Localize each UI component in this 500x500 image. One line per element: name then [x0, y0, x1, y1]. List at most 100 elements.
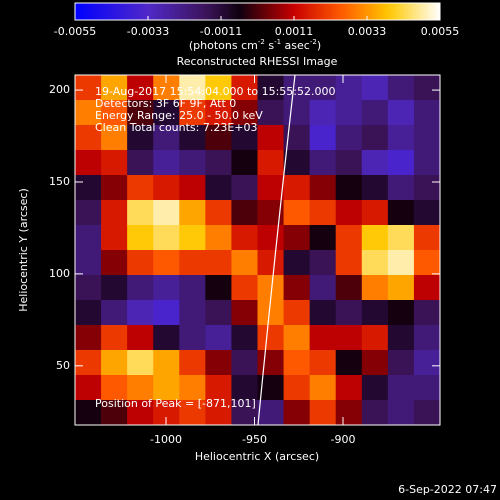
- heatmap-cell: [153, 275, 180, 301]
- heatmap-cell: [387, 75, 415, 101]
- heatmap-cell: [75, 200, 102, 226]
- heatmap-cell: [309, 400, 337, 426]
- heatmap-cell: [153, 250, 180, 276]
- heatmap-cell: [205, 150, 232, 176]
- heatmap-cell: [387, 150, 415, 176]
- heatmap-cell: [101, 300, 128, 326]
- heatmap-cell: [127, 100, 154, 126]
- heatmap-cell: [101, 225, 128, 251]
- heatmap-cell: [361, 225, 389, 251]
- heatmap-cell: [153, 350, 180, 376]
- heatmap-cell: [75, 275, 102, 301]
- heatmap-cell: [179, 350, 206, 376]
- heatmap-cell: [361, 350, 389, 376]
- heatmap-cell: [153, 100, 180, 126]
- heatmap-cell: [335, 300, 363, 326]
- heatmap-cell: [257, 100, 285, 126]
- x-axis-label: Heliocentric X (arcsec): [195, 450, 319, 463]
- heatmap-cell: [127, 150, 154, 176]
- colorbar-tick-label: 0.0011: [275, 25, 314, 38]
- heatmap-cell: [361, 250, 389, 276]
- heatmap-cell: [283, 175, 311, 201]
- annotation: Clean Total counts: 7.23E+03: [95, 121, 258, 134]
- heatmap-cell: [361, 100, 389, 126]
- heatmap-cell: [231, 300, 258, 326]
- heatmap-cell: [127, 175, 154, 201]
- heatmap-cell: [231, 75, 258, 101]
- heatmap-cell: [127, 350, 154, 376]
- heatmap-cell: [335, 175, 363, 201]
- heatmap-cell: [101, 175, 128, 201]
- heatmap-cell: [153, 200, 180, 226]
- heatmap-cell: [231, 350, 258, 376]
- heatmap-cell: [387, 375, 415, 401]
- heatmap-cell: [335, 150, 363, 176]
- chart-title: Reconstructed RHESSI Image: [177, 55, 338, 68]
- heatmap-cell: [205, 400, 232, 426]
- heatmap-cell: [179, 175, 206, 201]
- heatmap-cell: [179, 275, 206, 301]
- heatmap-cell: [179, 325, 206, 351]
- annotation: 19-Aug-2017 15:54:04.000 to 15:55:52.000: [95, 85, 336, 98]
- heatmap-cell: [153, 325, 180, 351]
- heatmap-cell: [361, 150, 389, 176]
- heatmap-cell: [75, 250, 102, 276]
- heatmap-cell: [413, 175, 441, 201]
- heatmap-cell: [205, 75, 232, 101]
- heatmap-cell: [335, 275, 363, 301]
- heatmap-cell: [205, 225, 232, 251]
- colorbar-tick-label: -0.0033: [127, 25, 169, 38]
- heatmap-cell: [179, 200, 206, 226]
- heatmap-cell: [101, 150, 128, 176]
- heatmap-cell: [335, 400, 363, 426]
- y-tick-label: 100: [49, 267, 70, 280]
- heatmap-cell: [387, 400, 415, 426]
- heatmap-cell: [179, 250, 206, 276]
- heatmap-cell: [309, 375, 337, 401]
- heatmap-cell: [257, 325, 285, 351]
- x-tick-label: -900: [331, 433, 356, 446]
- colorbar-tick-label: -0.0055: [54, 25, 96, 38]
- heatmap-cell: [101, 100, 128, 126]
- x-tick-label: -950: [242, 433, 267, 446]
- heatmap-cell: [101, 250, 128, 276]
- heatmap-cell: [153, 300, 180, 326]
- heatmap-cell: [101, 375, 128, 401]
- heatmap-cell: [335, 350, 363, 376]
- heatmap-cell: [231, 275, 258, 301]
- heatmap-cell: [75, 350, 102, 376]
- heatmap-cell: [309, 250, 337, 276]
- heatmap-cell: [101, 75, 128, 101]
- heatmap-cell: [257, 150, 285, 176]
- annotation: Energy Range: 25.0 - 50.0 keV: [95, 109, 263, 122]
- heatmap-cell: [283, 100, 311, 126]
- heatmap-cell: [387, 100, 415, 126]
- heatmap-cell: [413, 200, 441, 226]
- y-tick-label: 50: [56, 359, 70, 372]
- heatmap-cell: [413, 300, 441, 326]
- heatmap-cell: [361, 175, 389, 201]
- heatmap-cell: [127, 275, 154, 301]
- heatmap-cell: [309, 225, 337, 251]
- colorbar-tick-label: 0.0033: [348, 25, 387, 38]
- heatmap-cell: [309, 275, 337, 301]
- heatmap-cell: [387, 225, 415, 251]
- heatmap-cell: [231, 175, 258, 201]
- annotation: Detectors: 3F 6F 9F, Att 0: [95, 97, 236, 110]
- heatmap-cell: [75, 225, 102, 251]
- y-tick-label: 200: [49, 83, 70, 96]
- heatmap-cell: [75, 75, 102, 101]
- heatmap-cell: [205, 375, 232, 401]
- heatmap-cell: [205, 125, 232, 151]
- heatmap-cell: [127, 75, 154, 101]
- heatmap-cell: [179, 225, 206, 251]
- heatmap-cell: [127, 250, 154, 276]
- heatmap-cell: [179, 300, 206, 326]
- heatmap-cell: [101, 325, 128, 351]
- heatmap-cell: [283, 350, 311, 376]
- heatmap-cell: [283, 275, 311, 301]
- heatmap-cell: [309, 125, 337, 151]
- heatmap-cell: [335, 100, 363, 126]
- x-tick-label: -1000: [150, 433, 182, 446]
- heatmap-cell: [361, 200, 389, 226]
